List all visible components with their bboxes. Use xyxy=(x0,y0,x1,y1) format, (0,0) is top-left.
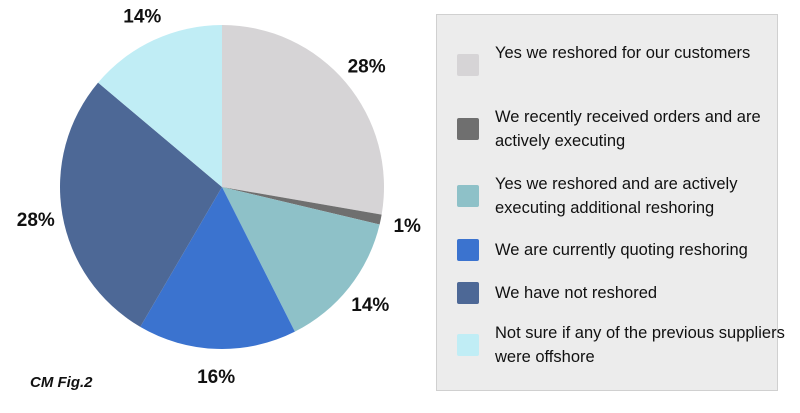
legend-swatch xyxy=(457,239,479,261)
pie-label-2: 14% xyxy=(351,295,389,316)
pie-slice-we-are-currently-quoting-reshoring xyxy=(140,187,295,349)
pie-chart: 28% 1% 14% 16% 28% 14% xyxy=(17,7,421,388)
legend-label: Yes we reshored for our customers xyxy=(495,44,751,62)
legend-swatch xyxy=(457,334,479,356)
legend-swatch xyxy=(457,185,479,207)
pie-label-0: 28% xyxy=(348,56,386,77)
legend-swatch xyxy=(457,54,479,76)
pie-slice-not-sure-if-any-of-the-previous-supplier xyxy=(98,25,222,187)
pie-slice-yes-we-reshored-and-are-actively-executi xyxy=(222,187,380,332)
legend: Yes we reshored for our customers We rec… xyxy=(436,14,785,391)
pie-label-1: 1% xyxy=(393,216,421,237)
pie-label-5: 14% xyxy=(123,7,161,28)
pie-label-3: 16% xyxy=(197,367,235,388)
legend-label: We are currently quoting reshoring xyxy=(495,241,748,259)
legend-label: We have not reshored xyxy=(495,284,658,302)
pie-slice-we-have-not-reshored xyxy=(59,82,222,327)
legend-label: Not sure if any of the previous supplier… xyxy=(495,324,785,366)
legend-swatch xyxy=(457,118,479,140)
pie-slice-we-recently-received-orders-and-are-acti xyxy=(222,187,382,225)
figure-caption: CM Fig.2 xyxy=(30,374,93,391)
legend-label: Yes we reshored and are actively executi… xyxy=(495,175,738,217)
legend-label: We recently received orders and are acti… xyxy=(495,108,761,150)
pie-slice-yes-we-reshored-for-our-customers xyxy=(222,25,385,215)
pie-label-4: 28% xyxy=(17,210,55,231)
legend-swatch xyxy=(457,282,479,304)
